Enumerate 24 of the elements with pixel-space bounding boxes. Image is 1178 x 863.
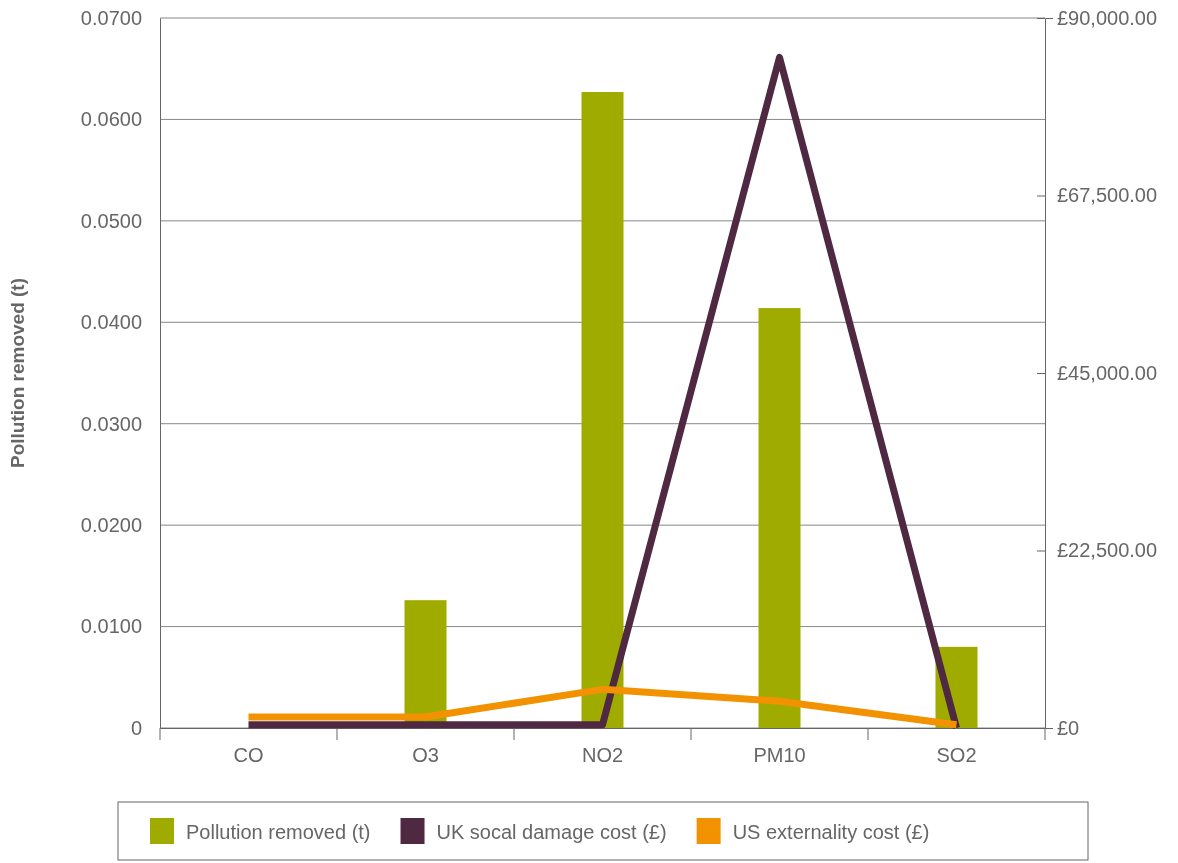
y2-tick-label: £22,500.00 [1057,539,1158,562]
y-axis-title: Pollution removed (t) [7,278,28,468]
legend-label: Pollution removed (t) [186,821,371,843]
legend-label: US externality cost (£) [732,821,930,843]
y2-tick-label: £0 [1057,716,1080,739]
bar [758,308,801,728]
y-tick-label: 0.0200 [80,514,142,537]
x-tick-label: NO2 [581,744,624,767]
legend-label: UK socal damage cost (£) [436,821,667,843]
x-tick-label: PM10 [753,744,806,767]
y2-tick-label: £45,000.00 [1057,361,1158,384]
y-tick-label: 0.0100 [80,615,142,638]
x-tick-label: SO2 [936,744,977,767]
bar [581,92,624,728]
x-tick-label: O3 [412,744,439,767]
y-tick-label: 0.0300 [80,412,142,435]
y-tick-label: 0.0400 [80,311,142,334]
y2-tick-label: £90,000.00 [1057,6,1158,29]
y2-tick-label: £67,500.00 [1057,184,1158,207]
y-tick-label: 0 [130,716,142,739]
y-tick-label: 0.0600 [80,108,142,131]
y-tick-label: 0.0500 [80,209,142,232]
x-tick-label: CO [233,744,264,767]
y-tick-label: 0.0700 [80,6,142,29]
